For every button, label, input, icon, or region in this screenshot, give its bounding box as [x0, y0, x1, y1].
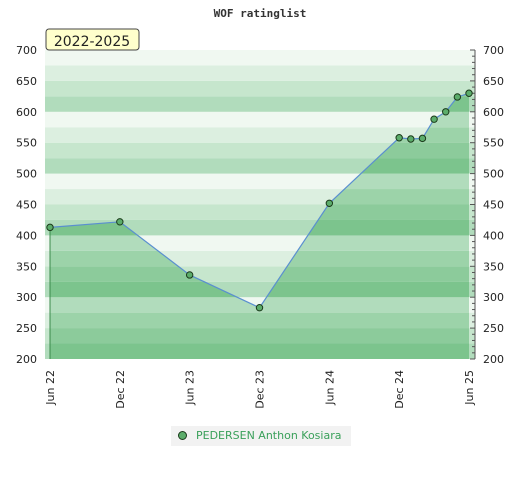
y-tick-label-right: 700: [483, 44, 504, 57]
band-dark: [50, 343, 469, 359]
rating-point: [325, 199, 334, 207]
y-tick-label-right: 200: [483, 353, 504, 366]
rating-point: [442, 108, 450, 116]
legend-label: PEDERSEN Anthon Kosiara: [196, 429, 342, 442]
y-tick-label-right: 500: [483, 168, 504, 181]
band-light: [45, 111, 475, 128]
y-tick-label-right: 350: [483, 260, 504, 273]
y-axis-left: 200 250 300 350 400 450 500 550 600 650 700: [16, 44, 37, 366]
band-light: [45, 127, 475, 143]
y-tick-label-left: 400: [16, 229, 37, 242]
rating-point: [430, 115, 438, 123]
y-tick-label-right: 400: [483, 229, 504, 242]
y-tick-label-left: 300: [16, 291, 37, 304]
x-tick-label: Dec 22: [114, 370, 127, 409]
y-tick-label-right: 550: [483, 137, 504, 150]
rating-point: [465, 89, 473, 97]
period-label-box: 2022-2025: [45, 28, 140, 51]
y-tick-label-right: 300: [483, 291, 504, 304]
y-tick-label-left: 550: [16, 137, 37, 150]
x-tick-label: Jun 25: [463, 370, 476, 406]
legend: PEDERSEN Anthon Kosiara: [171, 426, 351, 446]
legend-marker-icon: [178, 431, 187, 440]
band-light: [45, 50, 475, 66]
band-light: [45, 65, 475, 81]
y-tick-label-left: 500: [16, 168, 37, 181]
x-tick-label: Jun 24: [323, 370, 336, 406]
y-tick-label-right: 250: [483, 322, 504, 335]
x-tick-label: Dec 23: [254, 370, 267, 409]
chart-title: WOF ratinglist: [214, 7, 307, 20]
rating-point: [395, 134, 403, 142]
band-dark: [50, 328, 469, 344]
rating-point: [255, 304, 264, 312]
rating-point: [407, 135, 415, 143]
rating-point: [185, 271, 194, 279]
y-tick-label-left: 650: [16, 75, 37, 88]
rating-point: [453, 93, 462, 101]
x-tick-label: Dec 24: [393, 370, 406, 409]
y-tick-label-left: 600: [16, 106, 37, 119]
x-tick-label: Jun 23: [184, 370, 197, 406]
period-label: 2022-2025: [54, 34, 130, 50]
y-tick-label-right: 600: [483, 106, 504, 119]
y-tick-label-right: 450: [483, 199, 504, 212]
rating-points: [46, 89, 473, 312]
band-light: [45, 142, 475, 159]
band-light: [45, 80, 475, 97]
rating-point: [116, 218, 124, 226]
y-tick-label-right: 650: [483, 75, 504, 88]
x-axis: Jun 22 Dec 22 Jun 23 Dec 23 Jun 24 Dec 24 Jun …: [44, 370, 476, 409]
rating-point: [418, 134, 427, 143]
y-tick-label-left: 450: [16, 199, 37, 212]
band-light: [45, 96, 475, 112]
y-tick-label-left: 250: [16, 322, 37, 335]
y-tick-label-left: 700: [16, 44, 37, 57]
x-tick-label: Jun 22: [44, 370, 57, 406]
y-tick-label-left: 200: [16, 353, 37, 366]
band-dark: [50, 312, 469, 329]
y-axis-right: 200 250 300 350 400 450 500 550 600 650 700: [470, 44, 504, 366]
y-tick-label-left: 350: [16, 260, 37, 273]
rating-point: [46, 223, 54, 232]
